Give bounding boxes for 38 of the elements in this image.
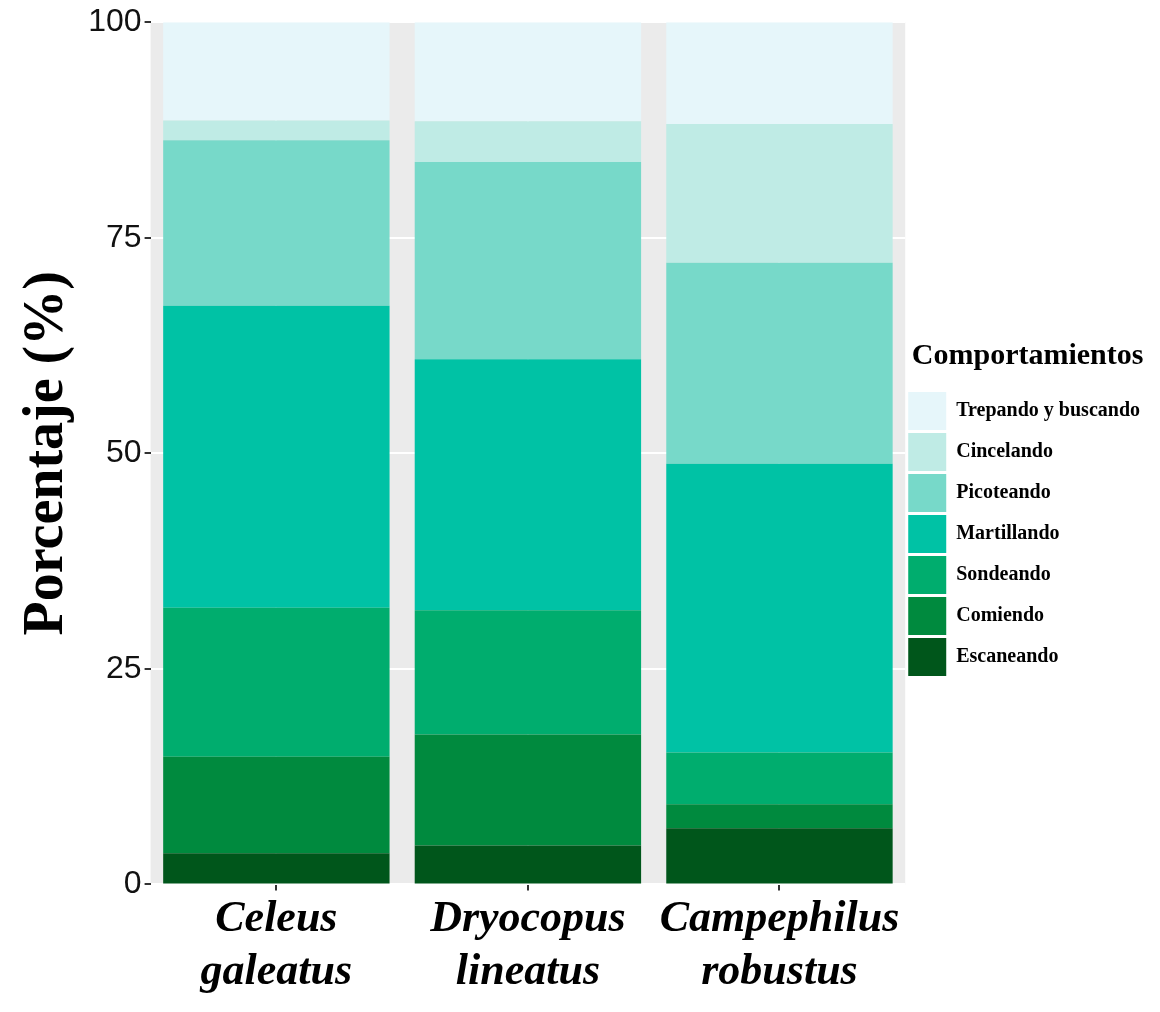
- bar: [163, 756, 390, 854]
- bar: [666, 804, 893, 829]
- y-tick-label: 0: [123, 864, 142, 901]
- y-tick-label: 25: [106, 648, 142, 685]
- x-tick-label: Campephilus robustus: [659, 892, 900, 994]
- bar: [666, 752, 893, 805]
- bar: [163, 305, 390, 608]
- y-axis-title: Porcentaje (%): [12, 271, 76, 636]
- bar: [163, 853, 390, 884]
- legend-label: Trepando y buscando: [956, 398, 1141, 422]
- legend-label: Sondeando: [956, 562, 1051, 585]
- x-tick-label: Celeus galeatus: [199, 892, 353, 994]
- legend-label: Comiendo: [956, 603, 1045, 626]
- bar: [414, 845, 642, 884]
- bar: [666, 262, 893, 464]
- legend-label: Picoteando: [956, 480, 1051, 503]
- bar: [666, 123, 893, 263]
- bar: [414, 161, 642, 360]
- bar: [414, 610, 642, 735]
- x-tick-label: Dryocopus lineatus: [429, 892, 626, 994]
- y-tick-label: 100: [88, 2, 142, 39]
- bar: [163, 22, 390, 121]
- bar: [163, 607, 390, 757]
- bar: [666, 22, 893, 124]
- legend-label: Martillando: [956, 521, 1060, 544]
- bar: [414, 22, 642, 122]
- legend-label: Escaneando: [956, 644, 1059, 667]
- bar: [666, 463, 893, 753]
- bar: [414, 734, 642, 846]
- bar: [163, 140, 390, 306]
- bar: [163, 120, 390, 141]
- legend-label: Cincelando: [956, 439, 1053, 462]
- bar: [414, 121, 642, 162]
- bar: [666, 828, 893, 884]
- y-tick-label: 50: [106, 433, 142, 470]
- bar: [414, 359, 642, 611]
- legend-title: Comportamientos: [911, 336, 1144, 370]
- y-tick-label: 75: [106, 217, 142, 254]
